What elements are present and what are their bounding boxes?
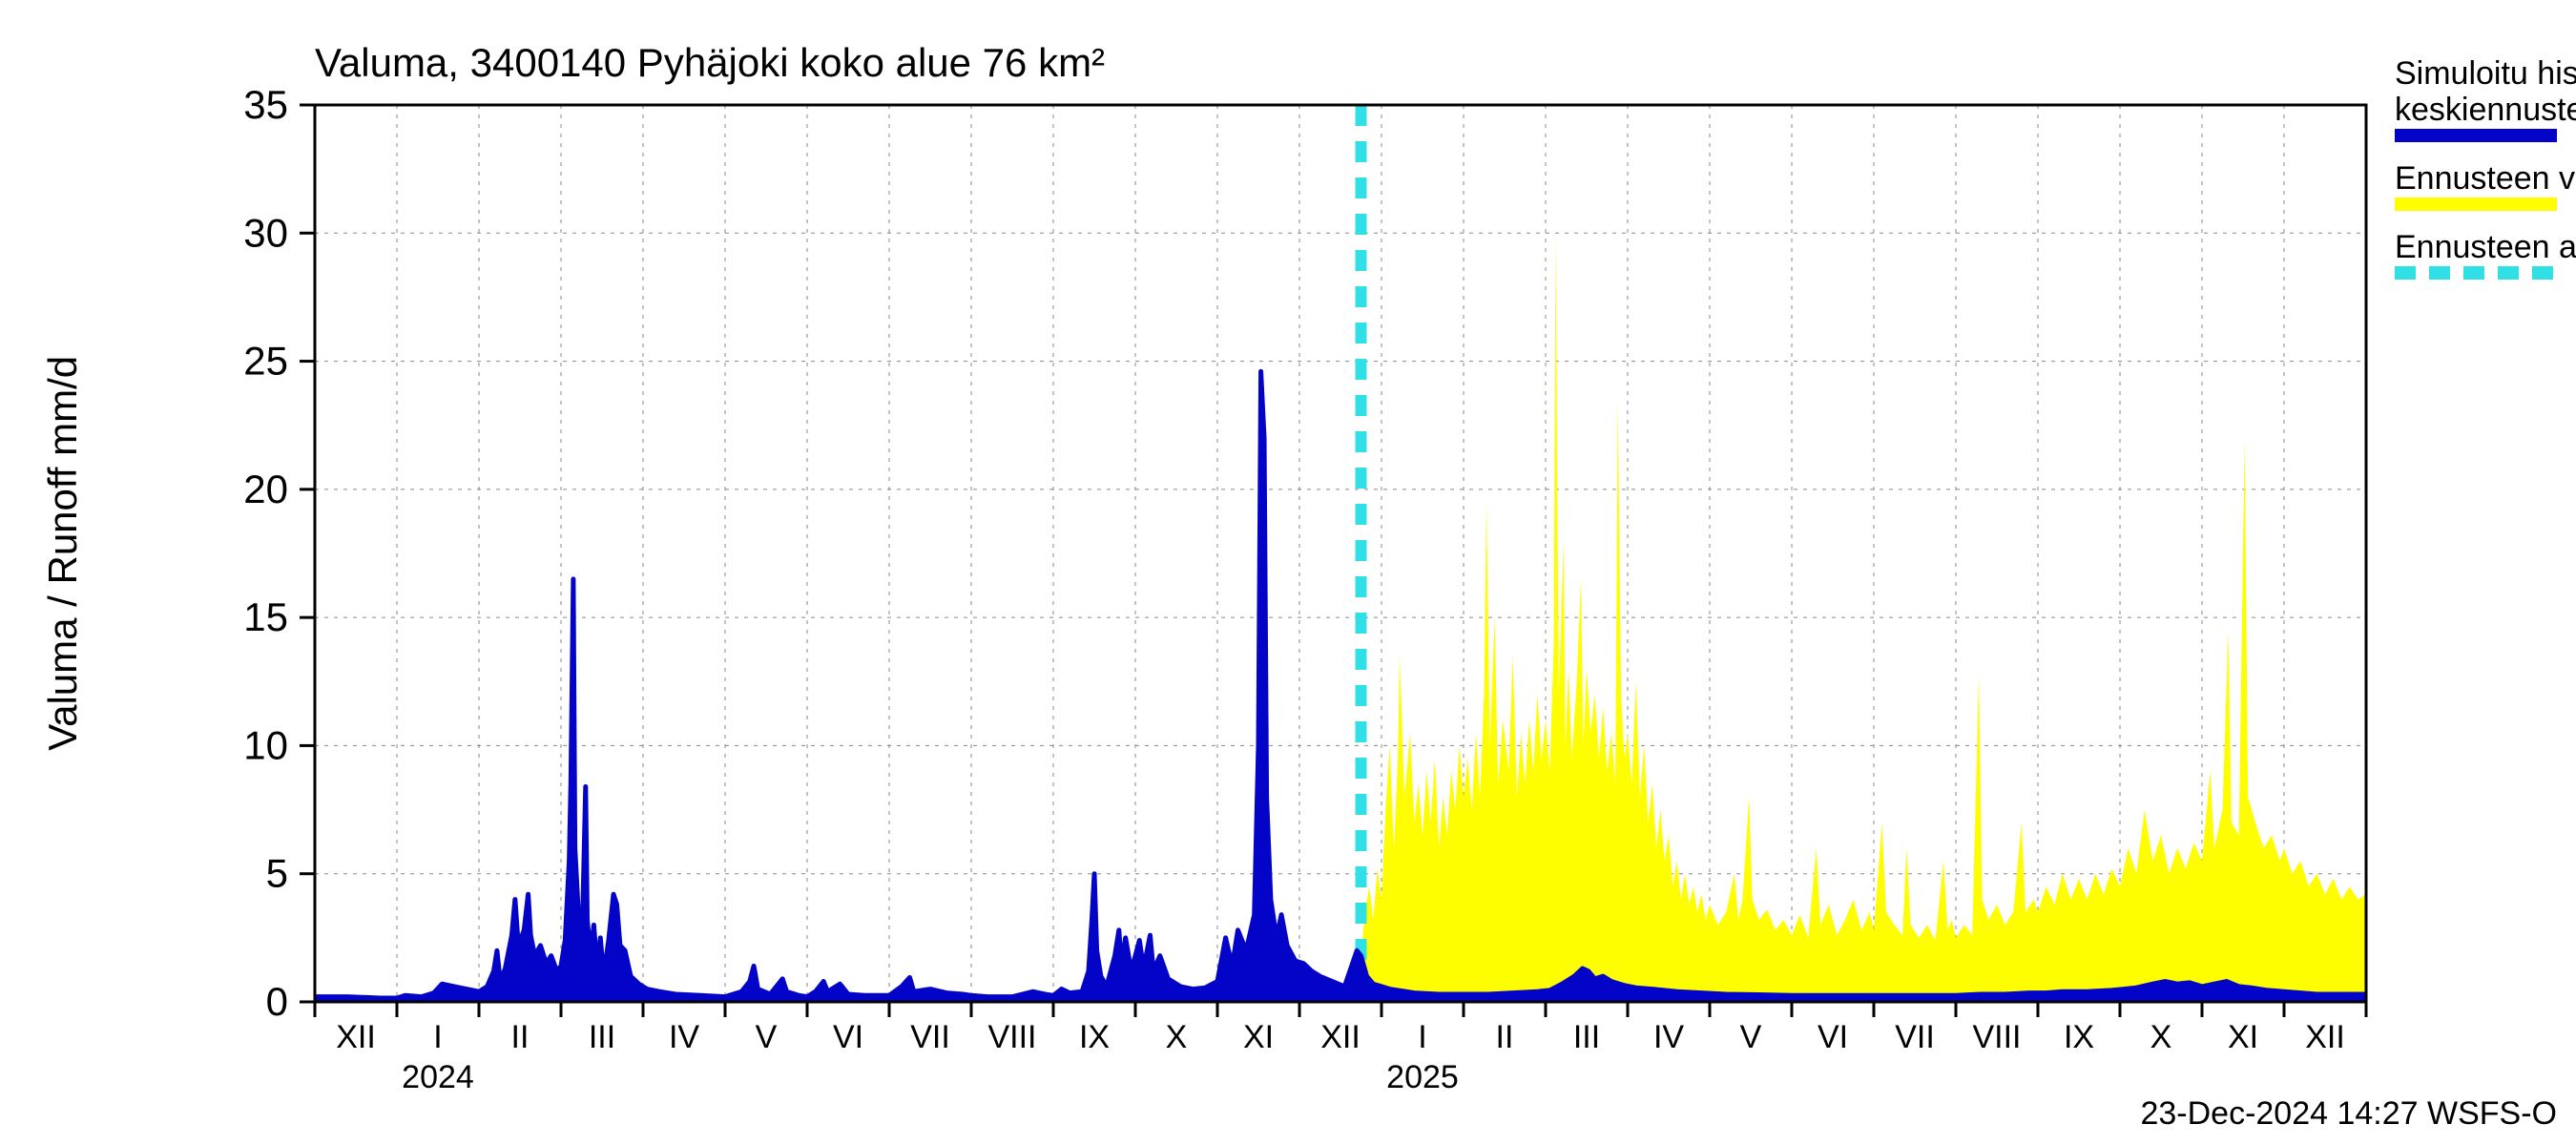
- ytick-label: 30: [243, 210, 288, 255]
- xtick-label: IX: [2064, 1019, 2094, 1055]
- credit-text: 23-Dec-2024 14:27 WSFS-O: [2140, 1095, 2557, 1132]
- yaxis-label: Valuma / Runoff mm/d: [40, 356, 85, 751]
- ytick-label: 0: [266, 979, 288, 1024]
- xtick-label: XII: [336, 1019, 376, 1055]
- xtick-label: V: [1740, 1019, 1762, 1055]
- ytick-label: 10: [243, 722, 288, 767]
- chart-title: Valuma, 3400140 Pyhäjoki koko alue 76 km…: [315, 40, 1105, 85]
- ytick-label: 35: [243, 82, 288, 127]
- ytick-label: 15: [243, 594, 288, 639]
- legend-label: keskiennuste: [2395, 92, 2576, 128]
- xtick-label: I: [1418, 1019, 1426, 1055]
- xtick-label: III: [1573, 1019, 1600, 1055]
- xtick-label: X: [1166, 1019, 1188, 1055]
- xtick-label: VIII: [1972, 1019, 2021, 1055]
- xtick-label: VIII: [987, 1019, 1036, 1055]
- xtick-label: IV: [669, 1019, 699, 1055]
- xtick-label: VI: [1818, 1019, 1848, 1055]
- xtick-label: XI: [2228, 1019, 2258, 1055]
- xtick-label: VII: [1895, 1019, 1935, 1055]
- runoff-chart: 05101520253035XIIIIIIIIIVVVIVIIVIIIIXXXI…: [0, 0, 2576, 1145]
- xyear-label: 2025: [1386, 1059, 1459, 1095]
- xtick-label: I: [433, 1019, 442, 1055]
- xtick-label: II: [511, 1019, 530, 1055]
- xtick-label: IV: [1653, 1019, 1684, 1055]
- legend-label: Ennusteen alku: [2395, 229, 2576, 265]
- xtick-label: VII: [910, 1019, 950, 1055]
- ytick-label: 20: [243, 467, 288, 511]
- xtick-label: II: [1496, 1019, 1514, 1055]
- xtick-label: XI: [1243, 1019, 1274, 1055]
- xtick-label: V: [756, 1019, 778, 1055]
- xtick-label: IX: [1079, 1019, 1110, 1055]
- xtick-label: VI: [833, 1019, 863, 1055]
- xyear-label: 2024: [402, 1059, 474, 1095]
- xtick-label: XII: [2305, 1019, 2345, 1055]
- xtick-label: XII: [1320, 1019, 1361, 1055]
- ytick-label: 5: [266, 851, 288, 896]
- xtick-label: III: [589, 1019, 615, 1055]
- legend-label: Ennusteen vaihteluväli: [2395, 160, 2576, 197]
- legend-label: Simuloitu historia ja: [2395, 55, 2576, 92]
- xtick-label: X: [2150, 1019, 2172, 1055]
- ytick-label: 25: [243, 339, 288, 384]
